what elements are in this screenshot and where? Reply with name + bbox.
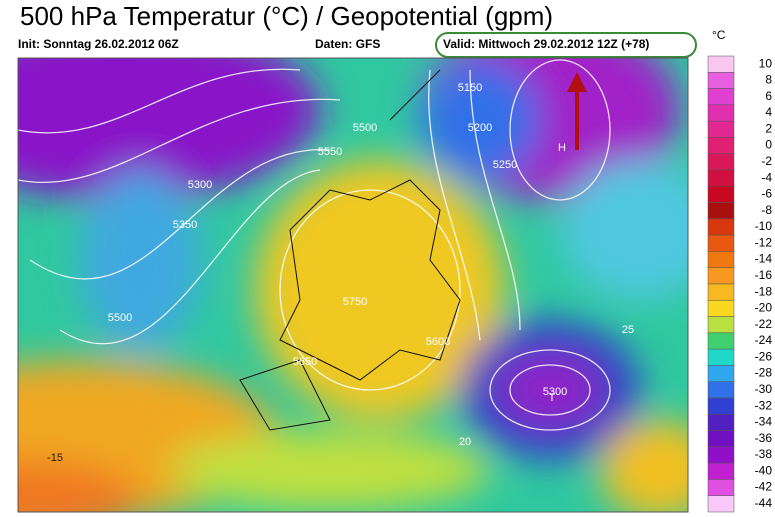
colorbar-cell	[707, 446, 735, 464]
colorbar-label: -22	[755, 317, 773, 331]
colorbar-label: -42	[755, 480, 773, 494]
colorbar-label: 2	[765, 121, 772, 135]
colorbar-cell	[707, 218, 735, 236]
contour-label: 5650	[293, 356, 317, 368]
map-frame	[17, 57, 689, 513]
contour-label: -15	[47, 452, 63, 464]
contour-label: 5750	[343, 296, 367, 308]
colorbar-cell	[707, 414, 735, 431]
colorbar-label: -26	[755, 349, 773, 363]
colorbar-cell	[707, 462, 735, 480]
colorbar-label: -30	[755, 382, 773, 396]
colorbar-label: -40	[755, 463, 773, 477]
colorbar-label: -2	[761, 154, 772, 168]
colorbar-cell	[707, 397, 735, 415]
colorbar-cell	[707, 381, 735, 399]
colorbar-label: -6	[761, 187, 772, 201]
colorbar-cell	[707, 234, 735, 252]
colorbar-cell	[707, 137, 735, 154]
colorbar-cell	[707, 186, 735, 203]
contour-label: 5550	[318, 146, 342, 158]
colorbar-cell	[707, 55, 735, 73]
contour-label: 5500	[353, 122, 377, 134]
contour-label: 20	[459, 436, 471, 448]
colorbar-cell	[707, 72, 735, 89]
colorbar-label: 6	[765, 89, 772, 103]
contour-label: 5500	[108, 312, 132, 324]
colorbar-label: -38	[755, 447, 773, 461]
contour-label: 5200	[468, 122, 492, 134]
colorbar-label: -34	[755, 415, 773, 429]
colorbar-cell	[707, 300, 735, 317]
colorbar-label: -10	[755, 219, 773, 233]
contour-label: 5350	[173, 219, 197, 231]
colorbar-unit: °C	[712, 28, 726, 42]
colorbar-label: 10	[759, 56, 773, 70]
colorbar-label: -32	[755, 398, 773, 412]
colorbar-label: -16	[755, 268, 773, 282]
colorbar-cell	[707, 430, 735, 448]
colorbar-label: -24	[755, 333, 773, 347]
arrow-head	[567, 72, 587, 92]
contour-label: H	[558, 142, 566, 154]
colorbar-label: -14	[755, 252, 773, 266]
colorbar-label: 8	[765, 73, 772, 87]
contour-label: 5250	[493, 159, 517, 171]
colorbar-cell	[707, 332, 735, 350]
contour-label: 5150	[458, 82, 482, 94]
colorbar-cell	[707, 479, 735, 496]
contour-label: 5300	[543, 386, 567, 398]
colorbar-cell	[707, 104, 735, 122]
colorbar-cell	[707, 283, 735, 301]
colorbar-label: -20	[755, 301, 773, 315]
contour-label: T	[549, 392, 556, 404]
colorbar-cell	[707, 88, 735, 106]
colorbar-label: -36	[755, 431, 773, 445]
colorbar-cell	[707, 169, 735, 187]
colorbar-label: -4	[761, 170, 772, 184]
colorbar-cell	[707, 316, 735, 334]
init-time: Init: Sonntag 26.02.2012 06Z	[18, 37, 179, 51]
contour-label: 25	[622, 324, 634, 336]
colorbar: 10 8 6 4 2 0 -2 -4 -6 -8 -10 -12 -14 -16 -18 -20 -22 -24 -…	[707, 55, 773, 513]
colorbar-label: -44	[755, 496, 773, 510]
title: 500 hPa Temperatur (°C) / Geopotential (…	[20, 1, 553, 31]
colorbar-cell	[707, 153, 735, 171]
colorbar-cell	[707, 120, 735, 138]
colorbar-cell	[707, 251, 735, 268]
colorbar-cell	[707, 348, 735, 366]
colorbar-cell	[707, 365, 735, 382]
colorbar-label: 0	[765, 138, 772, 152]
valid-time: Valid: Mittwoch 29.02.2012 12Z (+78)	[443, 37, 649, 51]
colorbar-cell	[707, 495, 735, 513]
colorbar-label: -8	[761, 203, 772, 217]
map: 5150 5200 5250 5300 5350 5500 5550 5750 5650 5600…	[18, 58, 688, 512]
colorbar-label: -28	[755, 366, 773, 380]
contour-label: 5300	[188, 179, 212, 191]
data-source: Daten: GFS	[315, 37, 380, 51]
colorbar-label: -18	[755, 284, 773, 298]
valid-highlight	[435, 32, 697, 58]
colorbar-label: 4	[765, 105, 772, 119]
colorbar-label: -12	[755, 235, 773, 249]
contour-label: 5600	[426, 336, 450, 348]
colorbar-cell	[707, 202, 735, 220]
colorbar-cell	[707, 267, 735, 285]
